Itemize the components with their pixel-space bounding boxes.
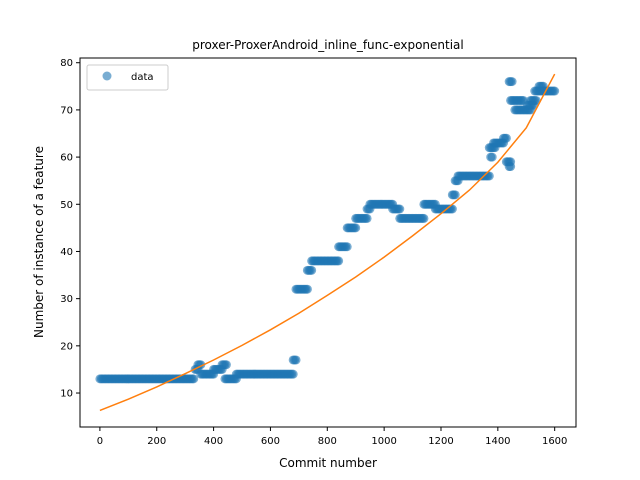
data-point: [419, 213, 429, 223]
y-tick-label: 50: [60, 200, 73, 211]
y-tick-label: 40: [60, 247, 73, 258]
x-tick-label: 1000: [371, 436, 396, 447]
data-point: [550, 86, 560, 96]
x-tick-label: 1400: [485, 436, 510, 447]
data-point: [342, 242, 352, 252]
legend-marker-data: [102, 71, 112, 81]
data-point: [501, 133, 511, 143]
x-tick-label: 1200: [428, 436, 453, 447]
y-axis-ticks: 10 20 30 40 50 60 70 80: [60, 58, 80, 400]
y-tick-label: 10: [60, 389, 73, 400]
legend-box: [86, 64, 169, 91]
y-tick-label: 80: [60, 58, 73, 69]
data-point: [531, 95, 541, 105]
data-point: [307, 265, 317, 275]
legend-label-data: data: [131, 72, 154, 83]
data-point: [395, 204, 405, 214]
chart-title: proxer-ProxerAndroid_inline_func-exponen…: [192, 38, 464, 52]
data-point: [450, 190, 460, 200]
data-point: [302, 284, 312, 294]
data-point: [487, 152, 497, 162]
x-axis-ticks: 0 200 400 600 800 1000 1200 1400 1600: [97, 427, 567, 447]
x-tick-label: 800: [318, 436, 337, 447]
data-point: [351, 223, 361, 233]
x-tick-label: 0: [97, 436, 103, 447]
scatter-points: [95, 77, 560, 384]
y-tick-label: 70: [60, 105, 73, 116]
plot-area: [95, 73, 560, 412]
y-axis-label: Number of instance of a feature: [32, 146, 46, 338]
x-tick-label: 600: [261, 436, 280, 447]
data-point: [507, 77, 517, 87]
y-tick-label: 60: [60, 153, 73, 164]
data-point: [288, 369, 298, 379]
axes-frame: [79, 57, 577, 428]
data-point: [447, 204, 457, 214]
data-point: [291, 355, 301, 365]
fit-line: [99, 73, 556, 412]
data-point: [362, 213, 372, 223]
y-tick-label: 20: [60, 341, 73, 352]
fit-curve: [99, 73, 556, 412]
x-tick-label: 400: [204, 436, 223, 447]
x-tick-label: 1600: [542, 436, 567, 447]
y-tick-label: 30: [60, 294, 73, 305]
data-point: [506, 162, 516, 172]
legend: data: [86, 64, 169, 91]
data-point: [189, 374, 199, 384]
x-tick-label: 200: [147, 436, 166, 447]
x-axis-label: Commit number: [279, 456, 377, 470]
data-point: [221, 360, 231, 370]
data-point: [334, 256, 344, 266]
